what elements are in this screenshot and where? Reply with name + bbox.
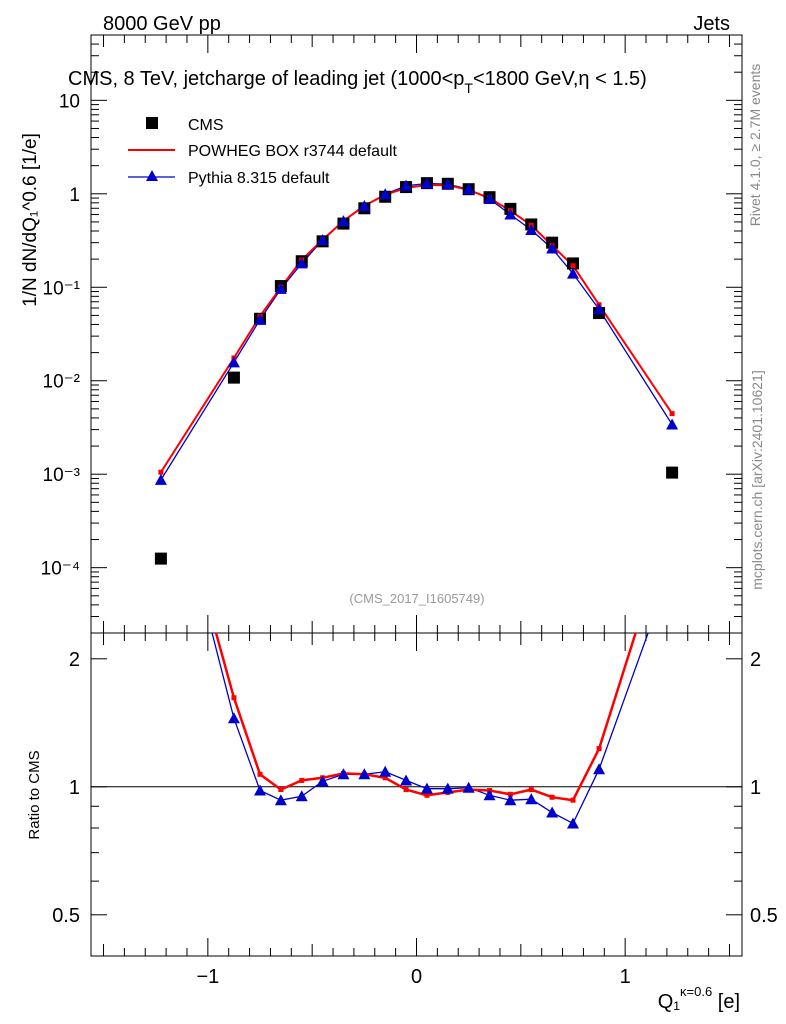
powheg-line: [160, 184, 673, 473]
legend-powheg-label: POWHEG BOX r3744 default: [188, 143, 398, 160]
legend-cms-marker: [146, 117, 158, 129]
pythia-point: [420, 177, 433, 189]
main-y-tick-label: 10⁻³: [43, 465, 81, 486]
x-tick-label: 1: [620, 966, 631, 988]
cms-point: [227, 371, 240, 384]
powheg-ratio-point: [570, 797, 576, 803]
main-y-tick-label: 10⁻²: [43, 372, 81, 393]
pythia-point: [379, 188, 392, 200]
energy-label: 8000 GeV pp: [103, 13, 221, 35]
ratio-y-tick-label-right: 2: [750, 649, 761, 671]
powheg-ratio-point: [424, 792, 430, 798]
pythia-point: [337, 215, 350, 227]
pythia-point: [441, 178, 454, 190]
pythia-point: [566, 267, 579, 279]
main-y-tick-label: 10: [59, 91, 80, 112]
pythia-ratio-point: [462, 781, 475, 793]
pythia-point: [525, 223, 538, 235]
powheg-point: [570, 263, 576, 269]
x-tick-label: 0: [411, 966, 422, 988]
pythia-point: [462, 183, 475, 195]
pythia-ratio-point: [274, 794, 287, 806]
powheg-ratio-point: [257, 771, 263, 777]
pythia-point: [295, 257, 308, 269]
pythia-ratio-point: [420, 782, 433, 794]
ratio-plot-frame: [90, 632, 743, 957]
pythia-ratio-point: [316, 775, 329, 787]
pythia-ratio-point: [379, 765, 392, 777]
ratio-axis-ticks: 2 2 1 1 0.5 0.5 −1 0 1: [52, 633, 778, 988]
legend-pythia-marker: [146, 170, 158, 181]
pythia-ratio-point: [400, 774, 413, 786]
powheg-point: [158, 469, 164, 475]
main-y-tick-label: 10⁻⁴: [41, 559, 80, 580]
powheg-ratio-point: [596, 746, 602, 752]
pythia-ratio-point: [525, 793, 538, 805]
pythia-point: [316, 234, 329, 246]
legend-cms-label: CMS: [188, 117, 224, 134]
pythia-point: [593, 303, 606, 315]
pythia-ratio-point: [295, 790, 308, 802]
pythia-line: [160, 182, 673, 481]
powheg-ratio-point: [299, 777, 305, 783]
powheg-point: [669, 411, 675, 417]
analysis-watermark: (CMS_2017_I1605749): [349, 591, 484, 606]
main-y-tick-label: 10⁻¹: [43, 278, 81, 299]
powheg-ratio-point: [231, 695, 237, 701]
ratio-y-axis-label: Ratio to CMS: [26, 750, 43, 839]
powheg-ratio-point: [278, 787, 284, 793]
pythia-point: [154, 473, 167, 485]
mcplots-source-label: mcplots.cern.ch [arXiv:2401.10621]: [749, 370, 765, 589]
main-axis-ticks: 10 1 10⁻¹ 10⁻² 10⁻³ 10⁻⁴: [41, 34, 742, 634]
pythia-ratio-point: [254, 784, 267, 796]
main-y-axis-label: 1/N dN/dQ₁^0.6 [1/e]: [20, 133, 41, 307]
pythia-point: [546, 242, 559, 254]
pythia-ratio-point: [546, 806, 559, 818]
ratio-data-layer: [211, 633, 649, 829]
pythia-ratio-point: [566, 817, 579, 829]
ratio-y-tick-label-right: 1: [750, 777, 761, 799]
plot-title: CMS, 8 TeV, jetcharge of leading jet (10…: [68, 68, 647, 96]
main-data-layer: [154, 177, 679, 565]
ratio-y-tick-label: 0.5: [52, 905, 80, 927]
pythia-ratio-point: [358, 768, 371, 780]
category-label: Jets: [693, 13, 730, 35]
pythia-point: [400, 179, 413, 191]
cms-point: [666, 466, 679, 479]
pythia-ratio-point: [227, 712, 240, 724]
pythia-point: [254, 313, 267, 325]
pythia-point: [504, 208, 517, 220]
ratio-y-tick-label: 1: [69, 777, 80, 799]
pythia-ratio-point: [593, 763, 606, 775]
pythia-ratio-point: [504, 794, 517, 806]
powheg-ratio-point: [549, 794, 555, 800]
pythia-ratio-point: [483, 789, 496, 801]
legend: CMS POWHEG BOX r3744 default Pythia 8.31…: [128, 117, 398, 187]
pythia-point: [483, 192, 496, 204]
pythia-point: [274, 282, 287, 294]
rivet-version-label: Rivet 4.1.0, ≥ 2.7M events: [747, 64, 763, 227]
x-axis-label: Q₁κ=0.6 [e]: [658, 984, 740, 1013]
pythia-point: [666, 418, 679, 430]
ratio-y-tick-label: 2: [69, 649, 80, 671]
x-tick-label: −1: [196, 966, 219, 988]
pythia-ratio-line: [211, 633, 649, 825]
powheg-ratio-line: [214, 633, 637, 802]
powheg-ratio-point: [382, 775, 388, 781]
pythia-ratio-point: [337, 768, 350, 780]
legend-pythia-label: Pythia 8.315 default: [188, 170, 330, 187]
pythia-point: [227, 356, 240, 368]
pythia-ratio-point: [441, 782, 454, 794]
pythia-point: [358, 200, 371, 212]
ratio-y-tick-label-right: 0.5: [750, 905, 778, 927]
main-y-tick-label: 1: [69, 185, 80, 206]
cms-point: [154, 552, 167, 565]
powheg-ratio-point: [403, 787, 409, 793]
powheg-ratio-point: [528, 787, 534, 793]
